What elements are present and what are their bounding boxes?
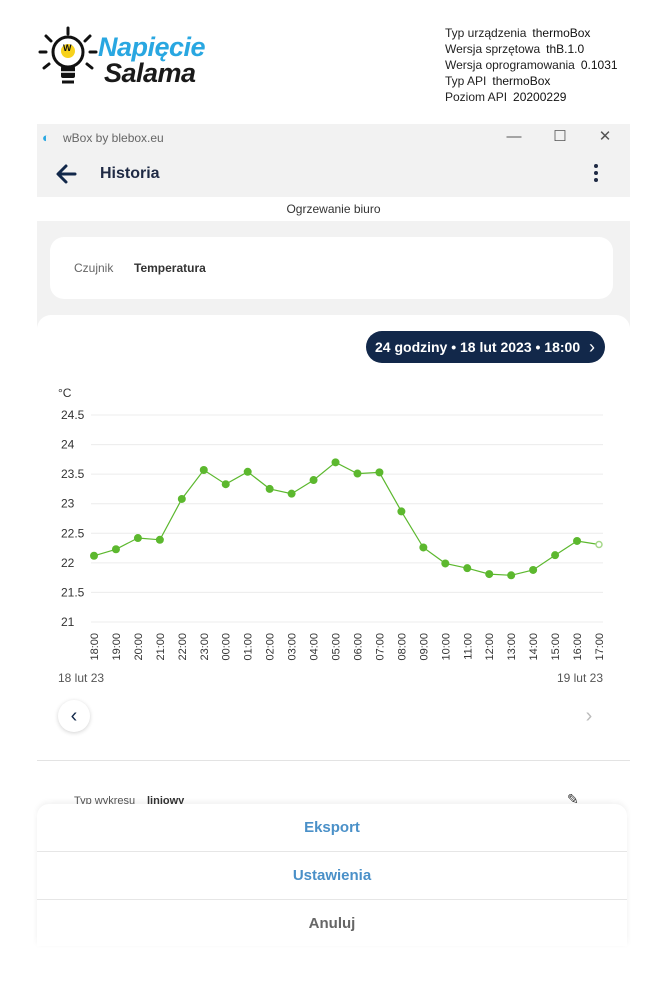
x-tick-label: 21:00 xyxy=(155,633,167,661)
x-tick-label: 05:00 xyxy=(331,633,343,661)
x-tick-label: 13:00 xyxy=(506,633,518,661)
data-point xyxy=(485,570,494,579)
device-info-row: Wersja sprzętowa thB.1.0 xyxy=(445,42,585,56)
x-tick-label: 20:00 xyxy=(133,633,145,661)
x-tick-label: 10:00 xyxy=(440,633,452,661)
logo-text-napiecie: Napięcie xyxy=(98,32,206,62)
temperature-chart: °C 24.5 24 23.5 23 22.5 22 21.5 21 18:00 19:00 20:0… xyxy=(58,386,606,685)
data-point xyxy=(375,468,384,477)
y-tick-label: 23 xyxy=(61,497,75,511)
y-tick-label: 21.5 xyxy=(61,585,85,599)
device-info-row: Wersja oprogramowania 0.1031 xyxy=(445,58,618,72)
device-name: Ogrzewanie biuro xyxy=(37,197,630,221)
data-point xyxy=(419,543,428,552)
y-tick-label: 21 xyxy=(61,615,75,629)
data-point xyxy=(287,489,296,498)
x-tick-label: 04:00 xyxy=(309,633,321,661)
data-point xyxy=(243,467,252,476)
data-point xyxy=(177,494,186,503)
data-point xyxy=(90,551,98,560)
chart-card: °C 24.5 24 23.5 23 22.5 22 21.5 21 18:00 19:00 20:0… xyxy=(37,315,630,760)
range-selector-button[interactable]: 24 godziny • 18 lut 2023 • 18:00 › xyxy=(366,331,605,363)
minimize-button[interactable]: — xyxy=(506,128,522,145)
x-tick-label: 17:00 xyxy=(594,633,606,661)
y-tick-label: 24.5 xyxy=(61,408,85,422)
x-tick-label: 22:00 xyxy=(177,633,189,661)
x-tick-label: 02:00 xyxy=(265,633,277,661)
maximize-button[interactable]: ☐ xyxy=(553,128,567,145)
x-tick-label: 00:00 xyxy=(221,633,233,661)
device-info-row: Typ API thermoBox xyxy=(445,74,551,88)
x-tick-label: 12:00 xyxy=(484,633,496,661)
app-bar: Historia xyxy=(37,151,630,197)
series-line xyxy=(93,461,600,576)
close-button[interactable]: ✕ xyxy=(598,128,612,145)
x-tick-label: 18:00 xyxy=(89,633,101,661)
data-point xyxy=(397,507,406,516)
device-info: Typ urządzenia thermoBox Wersja sprzętowa… xyxy=(445,25,618,105)
page-title: Historia xyxy=(100,165,160,182)
data-point xyxy=(441,559,450,568)
blebox-app-icon: ◐ xyxy=(42,130,50,145)
start-date-label: 18 lut 23 xyxy=(58,671,104,685)
data-point xyxy=(353,469,362,478)
sensor-selector[interactable]: Czujnik Temperatura xyxy=(50,237,613,299)
y-tick-label: 22 xyxy=(61,556,75,570)
logo-badge: W xyxy=(63,43,72,53)
data-point xyxy=(507,571,516,580)
data-point xyxy=(551,551,560,560)
y-tick-label: 23.5 xyxy=(61,467,85,481)
cancel-button[interactable]: Anuluj xyxy=(308,915,356,932)
chevron-right-icon: › xyxy=(589,337,595,357)
data-point xyxy=(595,540,603,549)
data-point xyxy=(111,545,120,554)
data-point xyxy=(133,534,142,543)
data-point xyxy=(529,565,538,574)
window-title: wBox by blebox.eu xyxy=(63,131,164,145)
window-titlebar: ◐ wBox by blebox.eu — ☐ ✕ xyxy=(37,124,630,151)
settings-button[interactable]: Ustawienia xyxy=(292,867,372,884)
divider xyxy=(37,899,627,900)
device-info-row: Poziom API 20200229 xyxy=(445,90,567,104)
data-point xyxy=(265,484,274,493)
back-arrow-icon[interactable] xyxy=(53,160,81,188)
data-point xyxy=(155,535,164,544)
y-tick-label: 22.5 xyxy=(61,526,85,540)
export-button[interactable]: Eksport xyxy=(304,819,360,836)
data-point xyxy=(221,480,230,489)
x-tick-label: 11:00 xyxy=(462,633,474,660)
data-point xyxy=(309,476,318,485)
x-tick-label: 23:00 xyxy=(199,633,211,661)
data-point xyxy=(463,564,472,573)
sensor-label: Czujnik xyxy=(74,261,114,275)
end-date-label: 19 lut 23 xyxy=(557,671,603,685)
range-label: 24 godziny • 18 lut 2023 • 18:00 xyxy=(375,339,581,355)
more-options-icon[interactable] xyxy=(589,162,603,186)
x-tick-label: 14:00 xyxy=(528,633,540,661)
previous-period-button[interactable]: ‹ xyxy=(58,700,90,732)
data-point xyxy=(331,458,340,467)
x-tick-label: 15:00 xyxy=(550,633,562,661)
brand-logo: W Napięcie Salama xyxy=(38,26,218,90)
data-point xyxy=(573,536,582,545)
y-tick-label: 24 xyxy=(61,438,75,452)
x-tick-label: 07:00 xyxy=(374,633,386,661)
sensor-value: Temperatura xyxy=(134,261,206,275)
x-tick-label: 08:00 xyxy=(396,633,408,661)
x-tick-label: 01:00 xyxy=(243,633,255,661)
edit-pencil-icon[interactable]: ✎ xyxy=(567,791,579,807)
x-tick-label: 06:00 xyxy=(352,633,364,661)
x-tick-label: 16:00 xyxy=(572,633,584,661)
next-period-button[interactable]: › xyxy=(573,700,605,732)
lightbulb-icon xyxy=(38,26,98,84)
action-sheet: Eksport Ustawienia Anuluj xyxy=(37,804,627,946)
logo-text-salama: Salama xyxy=(104,58,196,88)
x-tick-label: 19:00 xyxy=(111,633,123,661)
divider xyxy=(37,851,627,852)
device-info-row: Typ urządzenia thermoBox xyxy=(445,26,591,40)
x-tick-label: 03:00 xyxy=(287,633,299,661)
x-tick-label: 09:00 xyxy=(418,633,430,661)
data-point xyxy=(199,466,208,475)
y-unit-label: °C xyxy=(58,386,72,400)
